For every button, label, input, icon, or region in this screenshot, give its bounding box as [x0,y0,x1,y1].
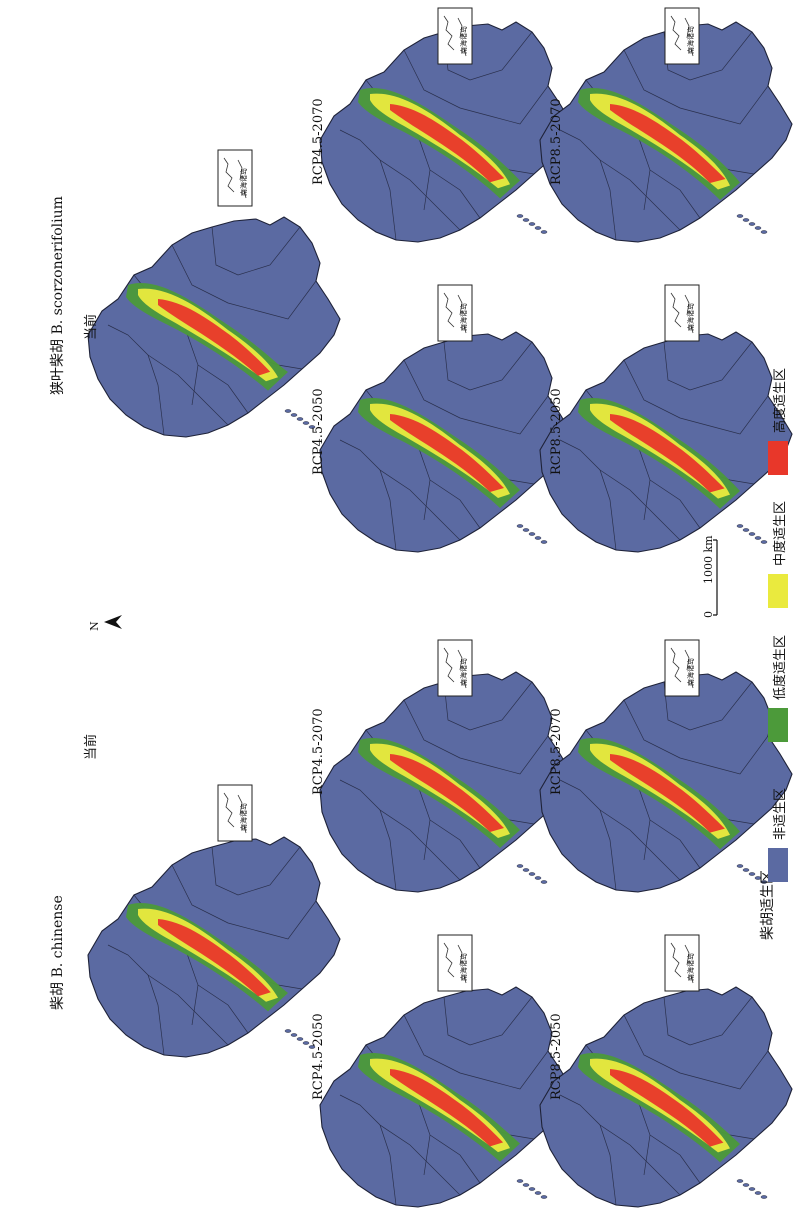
high-suitability-zone [610,1069,724,1147]
inset-label: 南海诸岛 [239,168,248,196]
scale-zero: 0 [702,611,715,618]
map-panel: 南海诸岛 RCP8.5-2070 [539,7,793,243]
high-suitability-zone [158,919,271,997]
high-suitability-zone [610,754,725,833]
map-panel: 南海诸岛 RCP4.5-2070 [311,7,573,243]
map-panel: 南海诸岛 当前 [83,734,341,1058]
south-china-sea-inset: 南海诸岛 [664,934,700,992]
inset-label: 南海诸岛 [459,953,468,981]
scale-bar: 0 1000 km [702,535,718,618]
panel-label: RCP8.5-2050 [549,388,564,475]
south-china-sea-inset: 南海诸岛 [217,784,253,842]
map-panel: 南海诸岛 RCP4.5-2070 [311,639,573,893]
scale-label: 1000 km [702,535,715,584]
map-panel: 南海诸岛 RCP8.5-2050 [539,284,793,553]
legend-label: 低度适生区 [772,635,788,700]
panel-label: RCP8.5-2070 [549,98,564,185]
inset-label: 南海诸岛 [686,26,695,54]
legend-swatch [768,574,788,608]
legend: 柴胡适生区 非适生区 低度适生区 中度适生区 高度适生区 [760,368,788,940]
high-suitability-zone [610,414,725,493]
legend-title: 柴胡适生区 [760,870,776,940]
inset-label: 南海诸岛 [459,26,468,54]
panel-label: RCP4.5-2050 [311,1013,326,1100]
species-title-left: 柴胡 B. chinense [50,895,66,1010]
south-china-sea-inset: 南海诸岛 [217,149,253,207]
panel-label: 当前 [83,314,99,340]
south-china-sea-inset: 南海诸岛 [664,639,700,697]
panel-label: RCP8.5-2070 [549,708,564,795]
panel-label: RCP4.5-2070 [311,98,326,185]
inset-label: 南海诸岛 [459,658,468,686]
high-suitability-zone [610,104,726,183]
high-suitability-zone [390,104,505,183]
south-china-sea-inset: 南海诸岛 [437,934,473,992]
north-arrow: N [88,615,122,631]
legend-swatch [768,441,788,475]
map-panel: 南海诸岛 RCP8.5-2050 [539,934,793,1208]
high-suitability-zone [390,1069,504,1147]
south-china-sea-inset: 南海诸岛 [664,284,700,342]
map-panels: 南海诸岛当前南海诸岛RCP4.5-2050南海诸岛RCP4.5-2070南海诸岛… [83,7,793,1208]
inset-label: 南海诸岛 [239,803,248,831]
high-suitability-zone [390,414,504,492]
legend-swatch [768,848,788,882]
south-china-sea-inset: 南海诸岛 [437,639,473,697]
inset-label: 南海诸岛 [686,953,695,981]
panel-label: 当前 [83,734,99,760]
north-label: N [88,621,101,631]
map-panel: 南海诸岛 RCP4.5-2050 [311,934,573,1208]
south-china-sea-inset: 南海诸岛 [664,7,700,65]
panel-label: RCP8.5-2050 [549,1013,564,1100]
high-suitability-zone [158,299,271,376]
panel-label: RCP4.5-2070 [311,708,326,795]
high-suitability-zone [390,754,504,832]
legend-swatch [768,708,788,742]
panel-label: RCP4.5-2050 [311,388,326,475]
south-china-sea-inset: 南海诸岛 [437,284,473,342]
map-panel: 南海诸岛 RCP4.5-2050 [311,284,573,553]
inset-label: 南海诸岛 [686,303,695,331]
inset-label: 南海诸岛 [686,658,695,686]
legend-label: 高度适生区 [772,368,788,433]
legend-label: 非适生区 [773,788,788,840]
species-title-right: 狭叶柴胡 B. scorzonerifolium [50,196,66,395]
legend-label: 中度适生区 [772,501,788,566]
inset-label: 南海诸岛 [459,303,468,331]
map-panel: 南海诸岛 RCP8.5-2070 [539,639,793,893]
south-china-sea-inset: 南海诸岛 [437,7,473,65]
